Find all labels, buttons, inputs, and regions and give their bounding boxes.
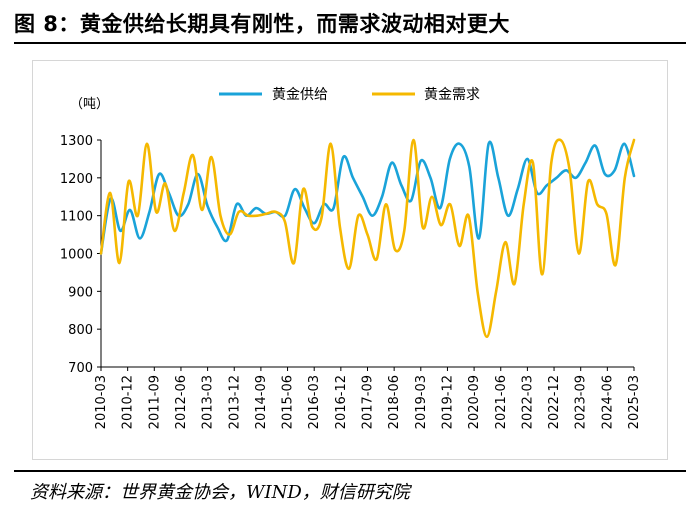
y-tick-label: 700 [68, 361, 93, 376]
x-tick-label: 2022-03 [520, 375, 535, 429]
x-tick-label: 2010-03 [94, 375, 109, 429]
y-axis-unit-label: （吨） [70, 97, 109, 112]
x-tick-label: 2019-03 [414, 375, 429, 429]
series-lines [99, 138, 636, 339]
x-tick-label: 2018-06 [387, 375, 402, 429]
x-tick-label: 2024-06 [600, 375, 615, 429]
x-tick-label: 2020-09 [467, 375, 482, 429]
legend: 黄金供给 黄金需求 [219, 86, 480, 103]
y-tick-label: 800 [68, 323, 93, 338]
y-tick-label: 1100 [60, 210, 93, 225]
x-tick-label: 2016-12 [334, 375, 349, 429]
x-tick-label: 2010-12 [121, 375, 136, 429]
source-rule [14, 470, 686, 472]
x-tick-label: 2013-12 [227, 375, 242, 429]
x-tick-label: 2015-06 [281, 375, 296, 429]
legend-demand-label: 黄金需求 [424, 86, 480, 103]
x-tick-label: 2025-03 [627, 375, 642, 429]
y-tick-label: 1300 [60, 134, 93, 149]
x-tick-label: 2016-03 [307, 375, 322, 429]
x-tick-label: 2021-06 [494, 375, 509, 429]
title-rule [14, 42, 686, 44]
source-note: 资料来源：世界黄金协会，WIND，财信研究院 [30, 482, 410, 503]
x-tick-label: 2012-06 [174, 375, 189, 429]
chart-frame [32, 60, 668, 460]
axes: 700 800 900 1000 1100 1200 1300 2010-03 2010-12 2… [60, 134, 642, 429]
x-tick-label: 2017-09 [361, 375, 376, 429]
x-tick-label: 2022-12 [547, 375, 562, 429]
x-tick-label: 2013-03 [201, 375, 216, 429]
y-tick-label: 1200 [60, 172, 93, 187]
figure-title: 图 8：黄金供给长期具有刚性，而需求波动相对更大 [14, 12, 510, 36]
x-tick-label: 2014-09 [254, 375, 269, 429]
x-tick-label: 2019-12 [440, 375, 455, 429]
y-tick-label: 900 [68, 285, 93, 300]
y-tick-label: 1000 [60, 248, 93, 263]
x-tick-label: 2023-09 [574, 375, 589, 429]
legend-supply-label: 黄金供给 [272, 86, 328, 103]
x-tick-label: 2011-09 [147, 375, 162, 429]
supply-line [99, 140, 636, 255]
demand-line [99, 138, 636, 339]
